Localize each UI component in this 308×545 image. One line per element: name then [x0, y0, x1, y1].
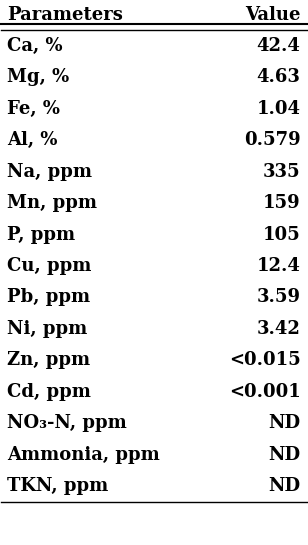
Text: Parameters: Parameters [7, 6, 124, 24]
Text: 3.42: 3.42 [257, 320, 301, 338]
Text: <0.001: <0.001 [229, 383, 301, 401]
Text: <0.015: <0.015 [229, 352, 301, 370]
Text: Cu, ppm: Cu, ppm [7, 257, 92, 275]
Text: Ca, %: Ca, % [7, 37, 63, 55]
Text: TKN, ppm: TKN, ppm [7, 477, 109, 495]
Text: P, ppm: P, ppm [7, 226, 76, 244]
Text: Al, %: Al, % [7, 131, 58, 149]
Text: 12.4: 12.4 [257, 257, 301, 275]
Text: Na, ppm: Na, ppm [7, 162, 92, 180]
Text: Pb, ppm: Pb, ppm [7, 288, 91, 306]
Text: 159: 159 [263, 194, 301, 212]
Text: 42.4: 42.4 [257, 37, 301, 55]
Text: 335: 335 [263, 162, 301, 180]
Text: ND: ND [268, 446, 301, 464]
Text: 0.579: 0.579 [244, 131, 301, 149]
Text: 4.63: 4.63 [257, 68, 301, 86]
Text: Zn, ppm: Zn, ppm [7, 352, 91, 370]
Text: ND: ND [268, 477, 301, 495]
Text: Ni, ppm: Ni, ppm [7, 320, 88, 338]
Text: Value: Value [245, 6, 301, 24]
Text: NO₃-N, ppm: NO₃-N, ppm [7, 414, 127, 432]
Text: Cd, ppm: Cd, ppm [7, 383, 91, 401]
Text: Ammonia, ppm: Ammonia, ppm [7, 446, 160, 464]
Text: 105: 105 [263, 226, 301, 244]
Text: 1.04: 1.04 [257, 100, 301, 118]
Text: Mg, %: Mg, % [7, 68, 70, 86]
Text: Fe, %: Fe, % [7, 100, 60, 118]
Text: 3.59: 3.59 [257, 288, 301, 306]
Text: ND: ND [268, 414, 301, 432]
Text: Mn, ppm: Mn, ppm [7, 194, 98, 212]
